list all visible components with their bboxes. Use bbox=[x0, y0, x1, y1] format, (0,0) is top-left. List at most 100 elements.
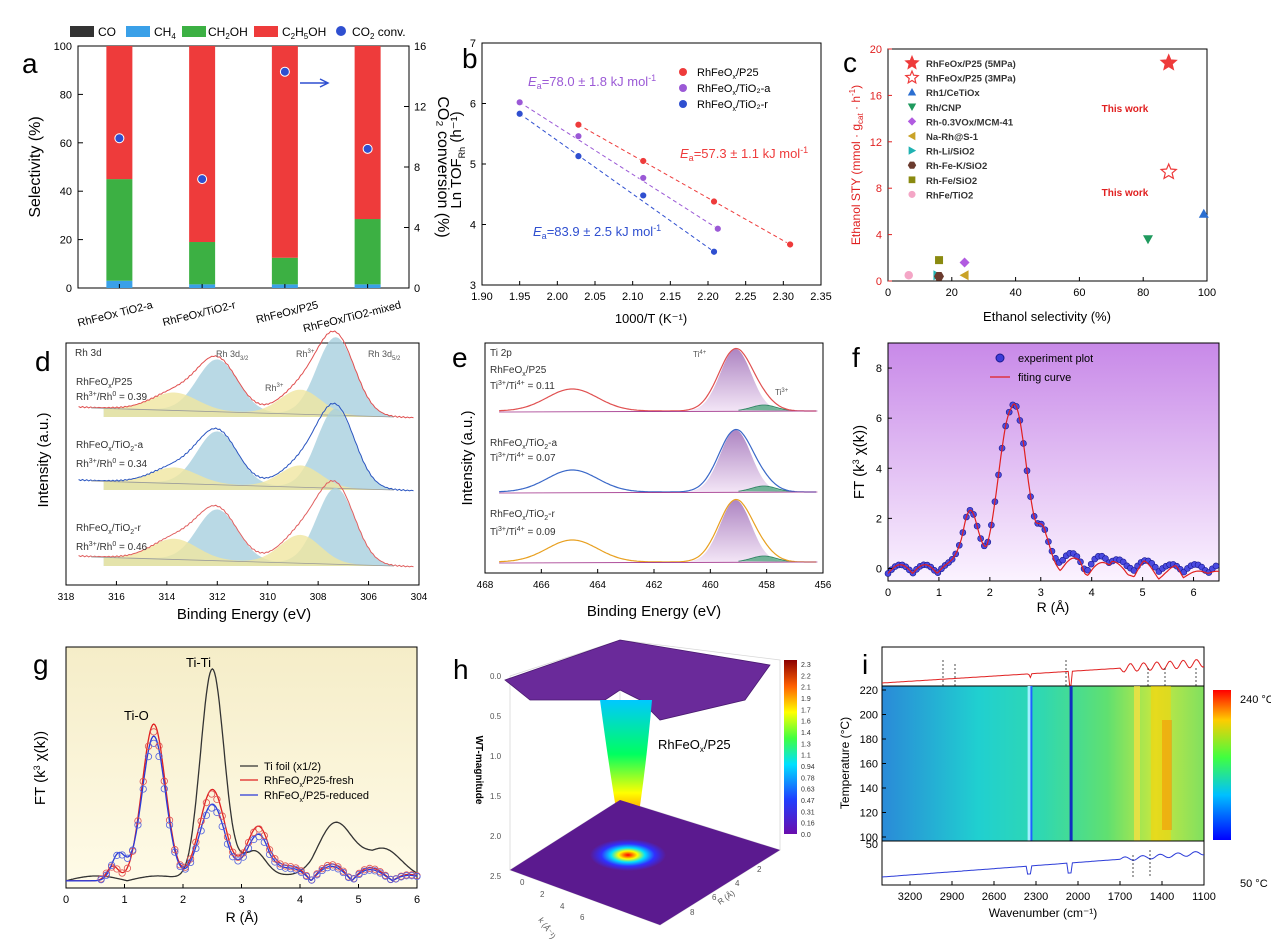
c-point-2 bbox=[1198, 208, 1209, 218]
bar-c2h5oh-1 bbox=[189, 46, 216, 243]
c-legend-marker-1 bbox=[904, 69, 920, 85]
g-x-tick-label: 0 bbox=[63, 894, 69, 906]
i-x-tick-label: 1100 bbox=[1192, 891, 1216, 903]
i-colorbar-top: 240 °C bbox=[1240, 694, 1271, 706]
h-colorbar-ticks: 2.3 2.2 2.1 1.9 1.7 1.6 1.4 1.3 1.1 0.94 0.78 0.63 0… bbox=[801, 662, 815, 839]
h-colorbar-tick-label: 0.94 bbox=[801, 764, 815, 771]
g-fresh-marker bbox=[323, 861, 332, 870]
f-x-axis-label: R (Å) bbox=[1037, 599, 1070, 615]
h-colorbar-tick-label: 2.1 bbox=[801, 685, 811, 692]
i-heatmap-features bbox=[1027, 686, 1172, 841]
f-exp-point bbox=[1152, 563, 1159, 571]
a-y2-ticks: 0 4 8 12 16 bbox=[404, 41, 426, 295]
i-y-tick-label: 220 bbox=[860, 685, 878, 697]
svg-text:2: 2 bbox=[757, 865, 762, 874]
b-y-tick-label: 4 bbox=[470, 220, 476, 232]
d-peak-0-2 bbox=[103, 337, 394, 417]
b-legend: RhFeOx/P25 RhFeOx/TiO₂-a RhFeOx/TiO₂-r bbox=[679, 67, 771, 113]
b-x-tick-label: 2.05 bbox=[584, 291, 605, 303]
g-reduced-marker bbox=[118, 851, 126, 859]
g-fresh-marker bbox=[265, 846, 274, 854]
c-legend-label-7: Rh-Fe-K/SiO2 bbox=[926, 161, 987, 172]
d-x-axis-label: Binding Energy (eV) bbox=[177, 606, 311, 623]
i-y-tick-label-extra: 50 bbox=[866, 839, 878, 851]
f-x-tick-label: 4 bbox=[1089, 587, 1095, 599]
e-peak-ti4-1 bbox=[687, 430, 788, 492]
f-x-tick-label: 6 bbox=[1190, 587, 1196, 599]
b-y-tick-label: 5 bbox=[470, 159, 476, 171]
g-reduced-marker bbox=[223, 840, 232, 848]
a-x-label-1: RhFeOx/TiO2-r bbox=[161, 299, 237, 329]
d-peak-label-4: Rh 3d5/2 bbox=[368, 349, 401, 362]
e-ticks: 468 466 464 462 460 458 456 bbox=[477, 569, 832, 591]
panel-d: d 318 316 314 312 310 308 306 304 Rh 3d RhFeOx/… bbox=[35, 330, 428, 623]
e-x-tick-label: 466 bbox=[533, 580, 550, 591]
c-legend-marker-3 bbox=[907, 103, 917, 111]
e-baseline-2 bbox=[499, 561, 818, 564]
g-reduced-marker bbox=[234, 857, 242, 865]
e-ratio-p25: Ti3+/Ti4+ = 0.11 bbox=[490, 380, 555, 392]
a-x-labels: RhFeOx TiO2-a RhFeOx/TiO2-r RhFeOx/P25RhFe… bbox=[76, 299, 402, 335]
e-x-tick-label: 456 bbox=[815, 580, 832, 591]
e-peak-ti3-2 bbox=[738, 555, 794, 562]
f-y-tick-label: 0 bbox=[876, 563, 882, 575]
i-y-tick-label: 120 bbox=[860, 808, 878, 820]
b-y-axis-label: Ln TOFRh (h⁻¹) bbox=[448, 111, 467, 208]
c-legend-label-6: Rh-Li/SiO2 bbox=[926, 147, 975, 158]
svg-text:R (Å): R (Å) bbox=[716, 888, 737, 906]
g-reduced-marker bbox=[260, 838, 268, 846]
e-peak-label-2: Ti3+ bbox=[775, 388, 789, 397]
b-ea-label-a: Ea=78.0 ± 1.8 kJ mol-1 bbox=[528, 73, 656, 91]
f-legend-exp: experiment plot bbox=[1018, 353, 1093, 365]
g-x-tick-label: 6 bbox=[414, 894, 420, 906]
legend-label-co: CO bbox=[98, 25, 116, 39]
h-colorbar-tick-label: 0.47 bbox=[801, 798, 815, 805]
g-fresh-marker bbox=[134, 817, 142, 825]
svg-text:k (Å⁻¹): k (Å⁻¹) bbox=[536, 916, 557, 941]
g-fresh-marker bbox=[155, 742, 163, 750]
g-fresh-marker bbox=[334, 863, 342, 871]
g-reduced-marker bbox=[329, 863, 337, 871]
f-ticks: 0 1 2 3 4 5 6 0 2 4 6 8 bbox=[876, 363, 1197, 599]
f-x-tick-label: 3 bbox=[1038, 587, 1044, 599]
g-fresh-marker bbox=[208, 790, 216, 798]
g-fresh-marker bbox=[202, 799, 210, 807]
f-axes-frame bbox=[887, 342, 1220, 582]
i-x-tick-label: 2900 bbox=[940, 891, 964, 903]
c-legend-marker-9 bbox=[908, 190, 916, 198]
a-y-axis-label: Selectivity (%) bbox=[27, 116, 44, 217]
legend-label-ch4: CH4 bbox=[154, 25, 176, 41]
svg-text:4: 4 bbox=[735, 879, 740, 888]
g-axes-frame bbox=[65, 646, 418, 889]
a-y2-tick-label: 0 bbox=[414, 283, 420, 295]
b-fit-line-1 bbox=[519, 101, 719, 230]
g-reduced-marker bbox=[102, 871, 110, 879]
i-x-tick-label: 2000 bbox=[1066, 891, 1090, 903]
g-fresh-marker bbox=[276, 860, 284, 868]
c-x-tick-label: 80 bbox=[1137, 287, 1149, 299]
h-z-tick-label: 0.5 bbox=[490, 712, 502, 721]
h-colorbar-tick-label: 1.9 bbox=[801, 696, 811, 703]
i-band-markers bbox=[942, 660, 1197, 878]
i-y-tick-label: 140 bbox=[860, 783, 878, 795]
h-colorbar bbox=[784, 660, 797, 834]
e-ratio-a: Ti3+/Ti4+ = 0.07 bbox=[490, 452, 556, 464]
i-top-spectrum bbox=[881, 659, 1205, 686]
g-fresh-marker bbox=[113, 865, 121, 873]
h-colorbar-tick-label: 2.3 bbox=[801, 662, 811, 669]
c-legend-label-9: RhFe/TiO2 bbox=[926, 190, 973, 201]
d-peak-2-2 bbox=[103, 487, 394, 566]
g-x-tick-label: 3 bbox=[238, 894, 244, 906]
g-fresh-marker bbox=[197, 817, 205, 825]
g-reduced-marker bbox=[297, 868, 305, 876]
legend-swatch-ch2oh bbox=[182, 26, 206, 37]
h-z-tick-label: 1.5 bbox=[490, 792, 502, 801]
g-fresh-marker bbox=[213, 795, 221, 803]
d-ticks: 318 316 314 312 310 308 306 304 bbox=[58, 581, 428, 603]
d-x-tick-label: 310 bbox=[259, 592, 276, 603]
i-band-1400 bbox=[1162, 720, 1172, 830]
i-y-tick-label: 180 bbox=[860, 734, 878, 746]
c-legend-label-4: Rh-0.3VOx/MCM-41 bbox=[926, 117, 1014, 128]
c-point-5 bbox=[959, 270, 969, 281]
b-fit-line-0 bbox=[578, 124, 791, 245]
